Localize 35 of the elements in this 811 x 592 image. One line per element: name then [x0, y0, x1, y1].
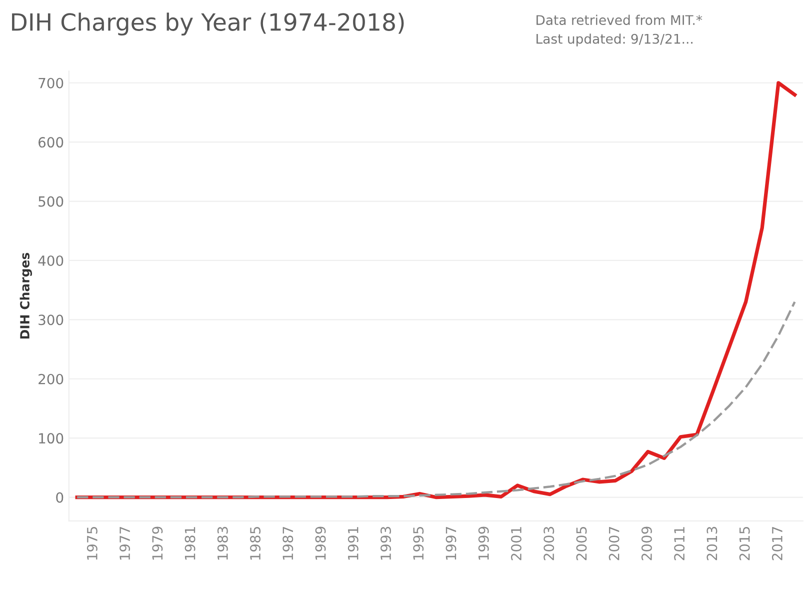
x-tick-label: 2009: [641, 526, 652, 560]
chart-title: DIH Charges by Year (1974-2018): [12, 12, 404, 36]
x-tick-label: 1983: [217, 526, 228, 560]
y-tick-label: 100: [39, 433, 64, 444]
x-tick-label: 1977: [120, 527, 130, 560]
y-tick-label: 700: [38, 78, 64, 88]
x-tick-label: 2017: [772, 527, 782, 560]
x-tick-label: 1993: [380, 526, 392, 560]
x-tick-label: 2001: [510, 527, 522, 560]
x-tick-label: 1981: [184, 527, 196, 560]
x-tick-label: 1995: [413, 527, 424, 560]
x-tick-label: 2013: [706, 526, 718, 560]
x-tick-label: 1991: [348, 527, 358, 560]
x-tick-label: 1975: [86, 527, 98, 560]
x-tick-label: 1985: [250, 527, 261, 560]
x-tick-label: 1987: [282, 527, 294, 560]
x-tick-label: 1999: [478, 526, 489, 560]
y-tick-label: 400: [38, 255, 64, 266]
y-tick-label: 300: [38, 314, 64, 326]
x-tick-label: 2005: [576, 527, 587, 560]
y-tick-label: 600: [38, 137, 64, 148]
y-tick-label: 500: [38, 196, 64, 207]
x-tick-label: 2011: [674, 527, 685, 560]
y-tick-label: 0: [56, 492, 64, 503]
x-tick-label: 1989: [315, 526, 326, 560]
y-axis-title: DIH Charges: [20, 252, 32, 339]
line-series: [76, 300, 796, 498]
y-tick-label: 200: [38, 374, 64, 384]
x-tick-label: 2003: [544, 526, 554, 560]
x-tick-label: 2007: [608, 527, 620, 560]
x-tick-label: 1997: [446, 527, 456, 560]
text: Data retrieved from MIT.*: [536, 14, 702, 26]
x-tick-label: 1979: [152, 526, 163, 560]
text: Last updated: 9/13/21...: [536, 34, 692, 46]
x-tick-label: 2015: [739, 527, 750, 560]
